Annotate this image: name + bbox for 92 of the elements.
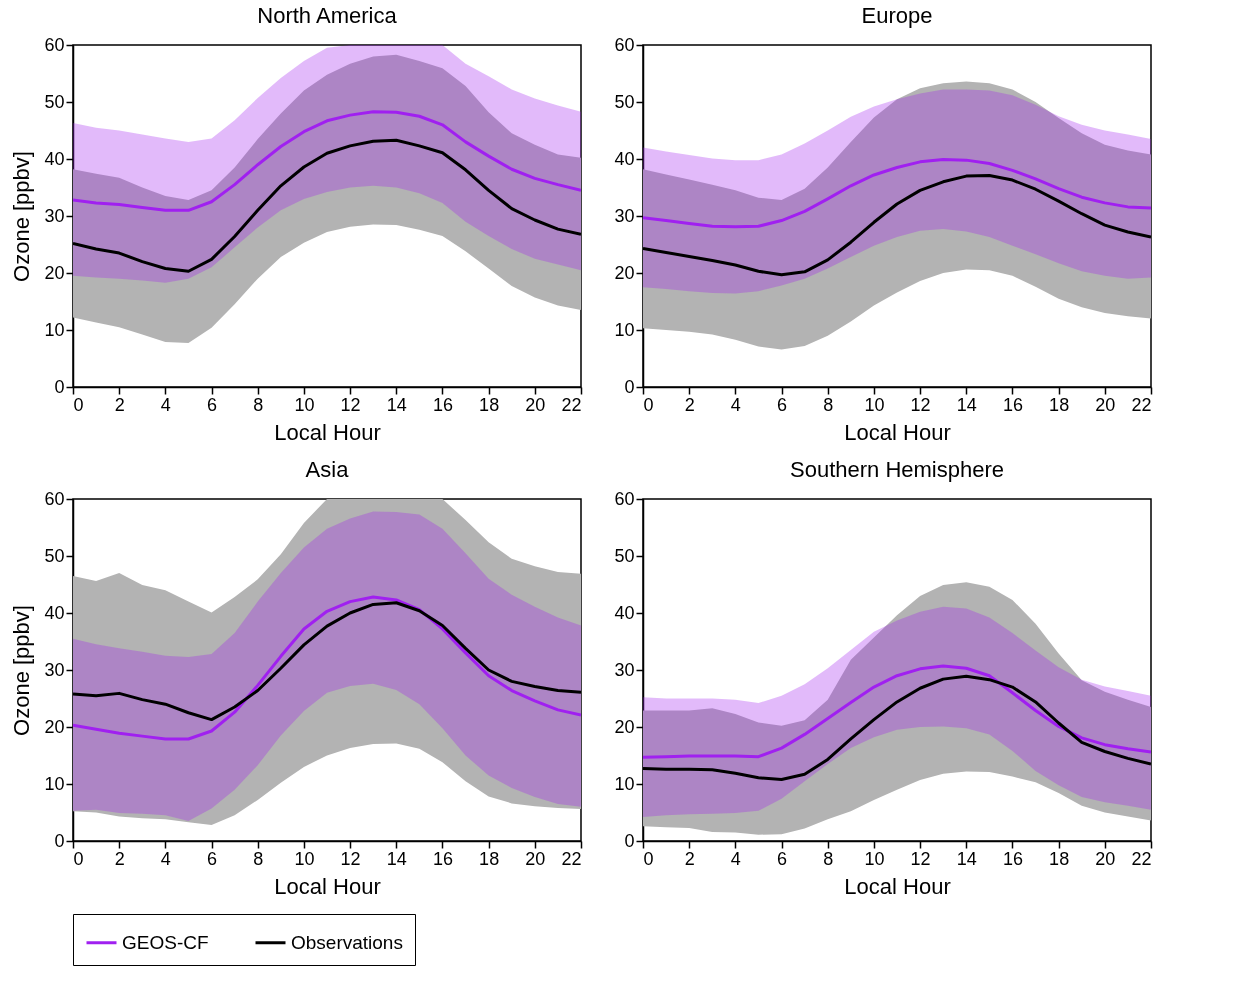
x-tick-label: 0: [73, 394, 84, 415]
y-tick-label: 20: [44, 262, 65, 283]
x-tick-label: 2: [114, 394, 125, 415]
line-series: [73, 595, 581, 741]
x-axis-title: Local Hour: [844, 873, 951, 899]
y-tick-label: 40: [614, 602, 635, 623]
x-tick-label: 6: [777, 848, 788, 869]
x-tick-label: 14: [956, 394, 977, 415]
x-tick-label: 10: [864, 848, 885, 869]
x-tick-label: 12: [910, 848, 931, 869]
chart-title: Southern Hemisphere: [789, 457, 1005, 482]
x-tick-label: 0: [643, 394, 654, 415]
x-axis-title: Local Hour: [844, 419, 951, 445]
x-tick-label: 8: [253, 848, 264, 869]
y-tick-label: 40: [44, 148, 65, 169]
y-tick-label: 10: [614, 319, 635, 340]
x-tick-label: 20: [525, 848, 546, 869]
y-axis-title: Ozone [ppbv]: [9, 605, 35, 736]
x-tick-label: 14: [386, 848, 407, 869]
y-tick-label: 60: [44, 34, 65, 55]
y-tick-label: 20: [614, 716, 635, 737]
x-tick-label: 14: [956, 848, 977, 869]
y-tick-label: 60: [44, 488, 65, 509]
x-tick-label: 2: [114, 848, 125, 869]
x-tick-label: 22: [561, 848, 582, 869]
y-tick-label: 30: [44, 659, 65, 680]
x-tick-label: 12: [340, 394, 361, 415]
y-tick-label: 10: [614, 773, 635, 794]
y-tick-label: 0: [54, 376, 65, 397]
y-tick-label: 50: [44, 545, 65, 566]
x-tick-label: 4: [730, 848, 741, 869]
x-tick-label: 0: [73, 848, 84, 869]
legend-label: Observations: [291, 931, 403, 953]
line-series: [643, 664, 1151, 759]
x-tick-label: 4: [730, 394, 741, 415]
x-tick-label: 22: [561, 394, 582, 415]
x-tick-label: 8: [253, 394, 264, 415]
y-tick-label: 10: [44, 773, 65, 794]
x-tick-label: 20: [525, 394, 546, 415]
y-tick-label: 30: [614, 205, 635, 226]
y-tick-label: 0: [624, 830, 635, 851]
x-tick-label: 8: [823, 394, 834, 415]
x-tick-label: 16: [432, 848, 453, 869]
y-tick-label: 20: [614, 262, 635, 283]
y-tick-label: 50: [44, 91, 65, 112]
x-tick-label: 18: [1049, 848, 1070, 869]
line-series: [643, 158, 1151, 229]
x-tick-label: 12: [910, 394, 931, 415]
x-tick-label: 18: [479, 848, 500, 869]
y-tick-label: 40: [44, 602, 65, 623]
x-tick-label: 6: [207, 394, 218, 415]
y-tick-label: 40: [614, 148, 635, 169]
line-series: [73, 110, 581, 212]
x-tick-label: 8: [823, 848, 834, 869]
chart-title: Asia: [305, 457, 350, 482]
x-tick-label: 16: [1002, 394, 1023, 415]
x-tick-label: 18: [479, 394, 500, 415]
y-tick-label: 0: [54, 830, 65, 851]
x-axis-title: Local Hour: [274, 419, 381, 445]
y-tick-label: 60: [614, 488, 635, 509]
y-tick-label: 60: [614, 34, 635, 55]
x-tick-label: 20: [1095, 848, 1116, 869]
x-tick-label: 6: [207, 848, 218, 869]
x-tick-label: 2: [684, 394, 695, 415]
y-axis-title: Ozone [ppbv]: [9, 151, 35, 282]
y-tick-label: 0: [624, 376, 635, 397]
x-tick-label: 10: [864, 394, 885, 415]
chart-title: Europe: [861, 3, 933, 28]
x-tick-label: 0: [643, 848, 654, 869]
chart-title: North America: [257, 3, 398, 28]
legend-label: GEOS-CF: [122, 931, 209, 953]
y-tick-label: 10: [44, 319, 65, 340]
x-tick-label: 22: [1131, 394, 1152, 415]
x-tick-label: 4: [160, 394, 171, 415]
y-tick-label: 50: [614, 91, 635, 112]
x-tick-label: 10: [294, 394, 315, 415]
x-axis-title: Local Hour: [274, 873, 381, 899]
x-tick-label: 14: [386, 394, 407, 415]
x-tick-label: 22: [1131, 848, 1152, 869]
x-tick-label: 4: [160, 848, 171, 869]
y-tick-label: 30: [614, 659, 635, 680]
x-tick-label: 18: [1049, 394, 1070, 415]
y-tick-label: 50: [614, 545, 635, 566]
x-tick-label: 6: [777, 394, 788, 415]
x-tick-label: 16: [1002, 848, 1023, 869]
x-tick-label: 20: [1095, 394, 1116, 415]
y-tick-label: 20: [44, 716, 65, 737]
x-tick-label: 12: [340, 848, 361, 869]
x-tick-label: 16: [432, 394, 453, 415]
x-tick-label: 2: [684, 848, 695, 869]
x-tick-label: 10: [294, 848, 315, 869]
y-tick-label: 30: [44, 205, 65, 226]
